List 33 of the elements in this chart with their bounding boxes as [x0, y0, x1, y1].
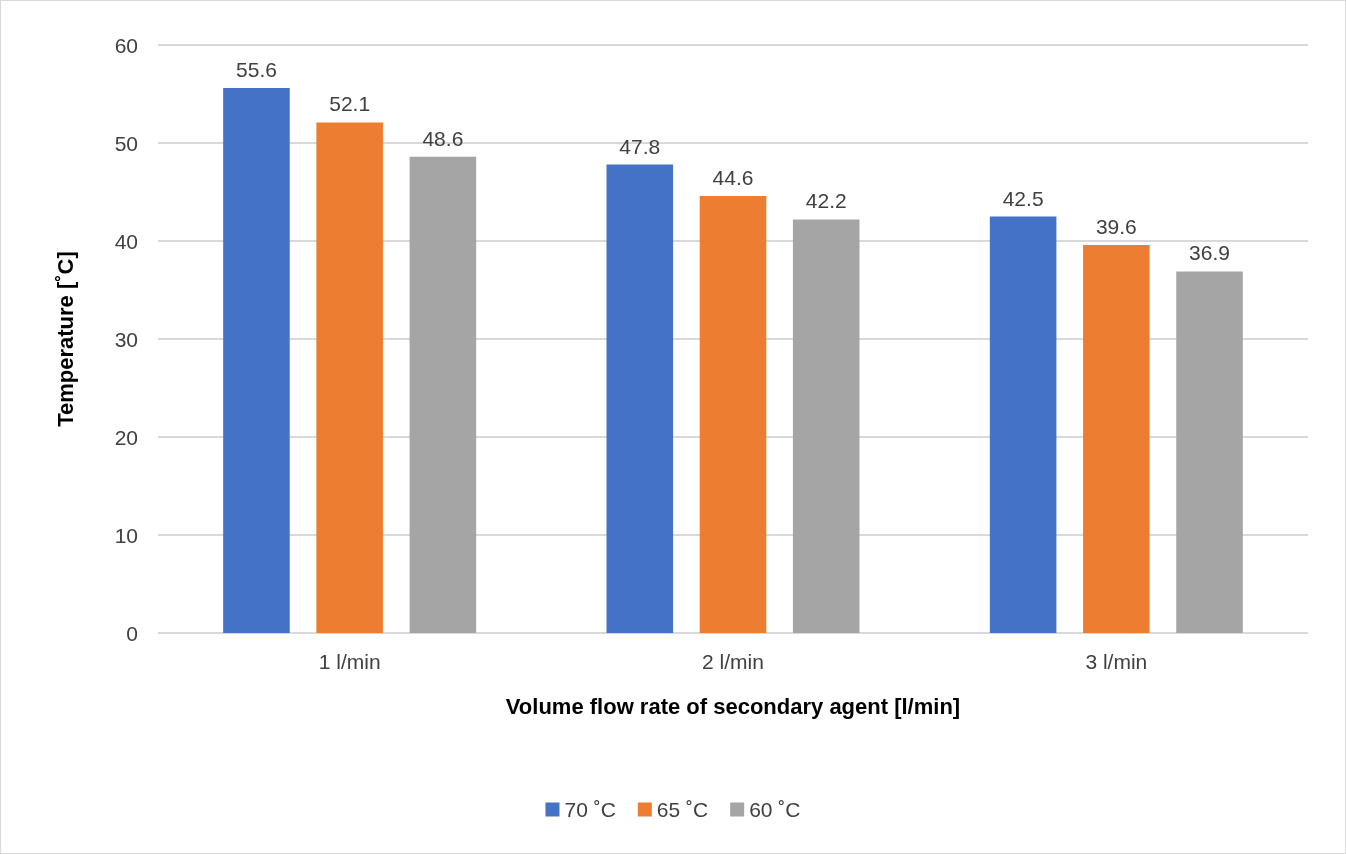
x-tick-label: 1 l/min [318, 650, 381, 673]
data-label: 42.2 [805, 189, 847, 213]
bar [699, 195, 767, 633]
data-label: 42.5 [1002, 186, 1044, 210]
bar [606, 164, 674, 633]
bar [1083, 244, 1150, 633]
bar [1176, 271, 1243, 633]
legend-label: 70 ˚C [564, 798, 616, 821]
y-tick-label: 60 [114, 33, 138, 57]
bar [409, 156, 477, 633]
data-label: 39.6 [1095, 214, 1137, 238]
data-label: 44.6 [712, 165, 754, 189]
x-axis-title: Volume flow rate of secondary agent [l/min] [505, 693, 961, 719]
legend-label: 60 ˚C [749, 798, 801, 821]
y-tick-label: 40 [114, 229, 138, 253]
data-label: 48.6 [422, 126, 464, 150]
y-tick-label: 10 [114, 523, 138, 547]
bar [989, 216, 1057, 633]
x-tick-label: 2 l/min [702, 650, 764, 673]
y-tick-label: 20 [114, 425, 138, 449]
y-tick-label: 0 [126, 621, 138, 645]
legend-label: 65 ˚C [656, 798, 709, 821]
data-label: 55.6 [236, 58, 277, 82]
y-tick-label: 30 [114, 327, 138, 351]
bar [316, 122, 383, 633]
data-label: 36.9 [1189, 241, 1230, 265]
bar [223, 88, 290, 633]
y-tick-label: 50 [114, 131, 138, 155]
y-axis-title: Temperature [˚C] [52, 251, 78, 427]
data-label: 47.8 [619, 134, 661, 158]
bar [792, 219, 860, 633]
data-label: 52.1 [329, 92, 371, 116]
x-tick-label: 3 l/min [1085, 650, 1148, 673]
